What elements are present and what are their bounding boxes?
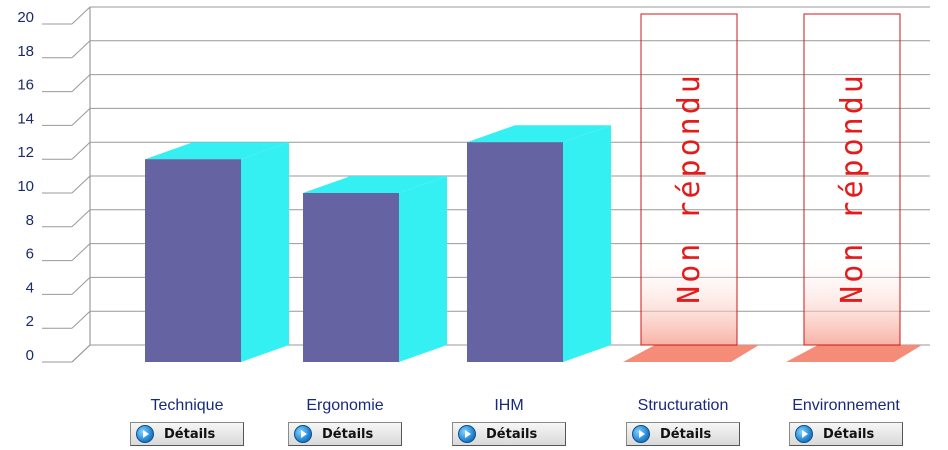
bar-side-technique — [241, 142, 289, 362]
gridline-diagonal — [71, 243, 91, 261]
play-circle-icon — [136, 425, 154, 443]
y-tick-label: 12 — [17, 144, 34, 161]
y-tick-label: 10 — [17, 178, 34, 195]
non-repondu-box-structuration — [640, 13, 738, 346]
play-circle-icon — [795, 425, 813, 443]
floor-edge — [71, 344, 91, 363]
gridline-diagonal — [71, 209, 91, 228]
y-tick-label: 8 — [26, 212, 34, 229]
details-button-ergonomie[interactable]: Détails — [288, 422, 402, 446]
y-tick-label: 20 — [17, 9, 34, 26]
non-repondu-label: Non répondu — [672, 72, 707, 304]
details-button-technique[interactable]: Détails — [130, 422, 244, 446]
details-button-structuration[interactable]: Détails — [626, 422, 740, 446]
gridline-diagonal — [71, 277, 91, 295]
details-button-label: Détails — [164, 426, 216, 442]
gridline-diagonal — [71, 141, 91, 160]
x-tick-label-structuration: Structuration — [637, 397, 729, 414]
bar-ihm — [467, 142, 563, 362]
play-circle-icon — [632, 425, 650, 443]
non-repondu-floor-environnement — [786, 345, 922, 362]
play-circle-icon — [294, 425, 312, 443]
y-tick-label: 0 — [26, 347, 34, 364]
details-button-ihm[interactable]: Détails — [452, 422, 566, 446]
y-tick-label: 4 — [26, 279, 34, 296]
details-button-label: Détails — [322, 426, 374, 442]
x-tick-label-ergonomie: Ergonomie — [306, 397, 384, 414]
play-circle-icon — [458, 425, 476, 443]
gridline-diagonal — [71, 175, 91, 194]
bar-ergonomie — [303, 193, 399, 362]
details-button-environnement[interactable]: Détails — [789, 422, 903, 446]
y-tick-label: 14 — [17, 110, 34, 127]
details-button-label: Détails — [486, 426, 538, 442]
gridline-diagonal — [71, 74, 91, 92]
gridline-diagonal — [71, 108, 91, 126]
x-tick-label-technique: Technique — [150, 397, 224, 414]
non-repondu-floor-structuration — [623, 345, 759, 362]
gridline-diagonal — [71, 6, 91, 25]
non-repondu-label: Non répondu — [835, 72, 870, 304]
x-tick-label-environnement: Environnement — [792, 397, 900, 414]
y-tick-label: 16 — [17, 77, 34, 94]
bars: Non répondu Non répondu — [145, 13, 922, 362]
gridline-diagonal — [71, 310, 91, 329]
y-tick-label: 6 — [26, 246, 34, 263]
bar-side-ergonomie — [399, 176, 447, 362]
non-repondu-box-environnement — [803, 13, 901, 346]
gridline-diagonal — [71, 40, 91, 59]
bar-technique — [145, 159, 241, 362]
x-tick-label-ihm: IHM — [494, 397, 524, 414]
details-button-label: Détails — [660, 426, 712, 442]
y-tick-label: 18 — [17, 43, 34, 60]
details-button-label: Détails — [823, 426, 875, 442]
y-tick-label: 2 — [26, 313, 34, 330]
y-axis: 0 2 4 6 8 10 12 14 16 18 20 — [17, 9, 72, 364]
bar-side-ihm — [563, 125, 611, 362]
